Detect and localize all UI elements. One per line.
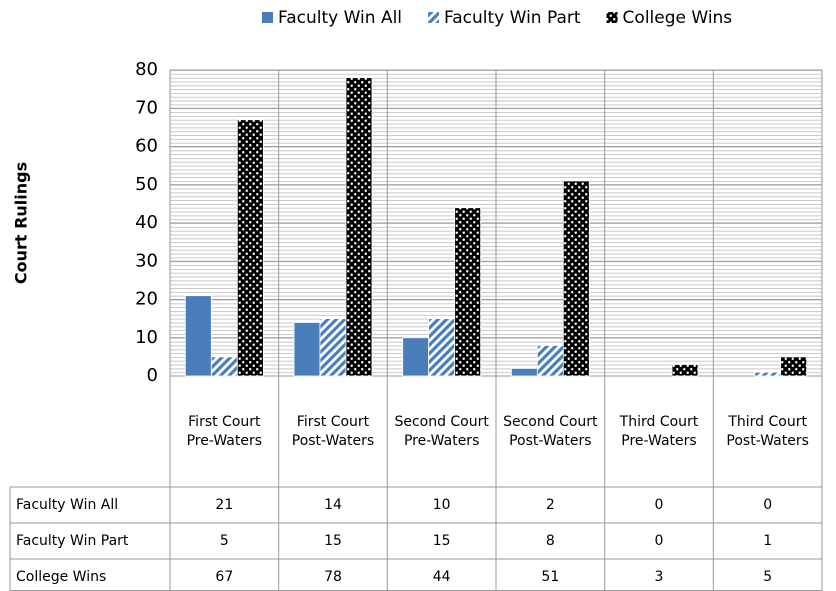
- bar: [293, 322, 321, 377]
- bar: [236, 119, 264, 377]
- y-tick-label: 0: [147, 365, 158, 386]
- table-cell: 14: [324, 497, 342, 513]
- bar: [184, 295, 212, 377]
- bar: [780, 356, 808, 377]
- table-cell: 67: [215, 569, 233, 585]
- bar: [210, 356, 238, 377]
- legend-label: Faculty Win All: [278, 8, 402, 28]
- x-tick-label: Second Court Pre-Waters: [394, 413, 489, 449]
- table-cell: 0: [655, 497, 664, 513]
- y-axis-title: Court Rulings: [12, 162, 31, 284]
- bar: [454, 207, 482, 377]
- table-cell: 0: [655, 533, 664, 549]
- x-tick-label: Second Court Post-Waters: [503, 413, 598, 449]
- bar: [562, 180, 590, 377]
- bar: [671, 364, 699, 377]
- bar: [319, 318, 347, 377]
- table-cell: 1: [763, 533, 772, 549]
- bar: [402, 337, 430, 377]
- table-cell: 44: [433, 569, 451, 585]
- table-cell: 8: [546, 533, 555, 549]
- table-cell: 2: [546, 497, 555, 513]
- table-cell: 15: [433, 533, 451, 549]
- x-tick-label: Third Court Pre-Waters: [619, 413, 699, 449]
- y-tick-label: 50: [135, 174, 158, 195]
- table-cell: 78: [324, 569, 342, 585]
- y-tick-label: 10: [135, 327, 158, 348]
- legend-swatch: [262, 12, 273, 23]
- legend-swatch: [428, 12, 440, 23]
- table-cell: 5: [220, 533, 229, 549]
- y-tick-label: 30: [135, 250, 158, 271]
- bar: [345, 77, 373, 377]
- bar: [536, 344, 564, 377]
- legend-label: Faculty Win Part: [444, 8, 581, 28]
- y-tick-label: 70: [135, 97, 158, 118]
- y-tick-label: 60: [135, 136, 158, 157]
- bar: [510, 367, 538, 377]
- x-tick-label: First Court Post-Waters: [291, 413, 375, 449]
- table-cell: 3: [655, 569, 664, 585]
- y-tick-label: 80: [135, 59, 158, 80]
- table-cell: 51: [541, 569, 559, 585]
- y-tick-label: 20: [135, 289, 158, 310]
- x-tick-label: First Court Pre-Waters: [186, 413, 263, 449]
- y-tick-label: 40: [135, 212, 158, 233]
- table-cell: 10: [433, 497, 451, 513]
- table-row-label: College Wins: [16, 569, 106, 585]
- table-cell: 5: [763, 569, 772, 585]
- table-row-label: Faculty Win Part: [16, 533, 129, 549]
- x-tick-label: Third Court Post-Waters: [726, 413, 809, 449]
- legend-label: College Wins: [623, 8, 733, 28]
- table-cell: 0: [763, 497, 772, 513]
- table-row-label: Faculty Win All: [16, 497, 118, 513]
- bar: [428, 318, 456, 377]
- table-cell: 21: [215, 497, 233, 513]
- table-cell: 15: [324, 533, 342, 549]
- legend-swatch: [606, 12, 618, 23]
